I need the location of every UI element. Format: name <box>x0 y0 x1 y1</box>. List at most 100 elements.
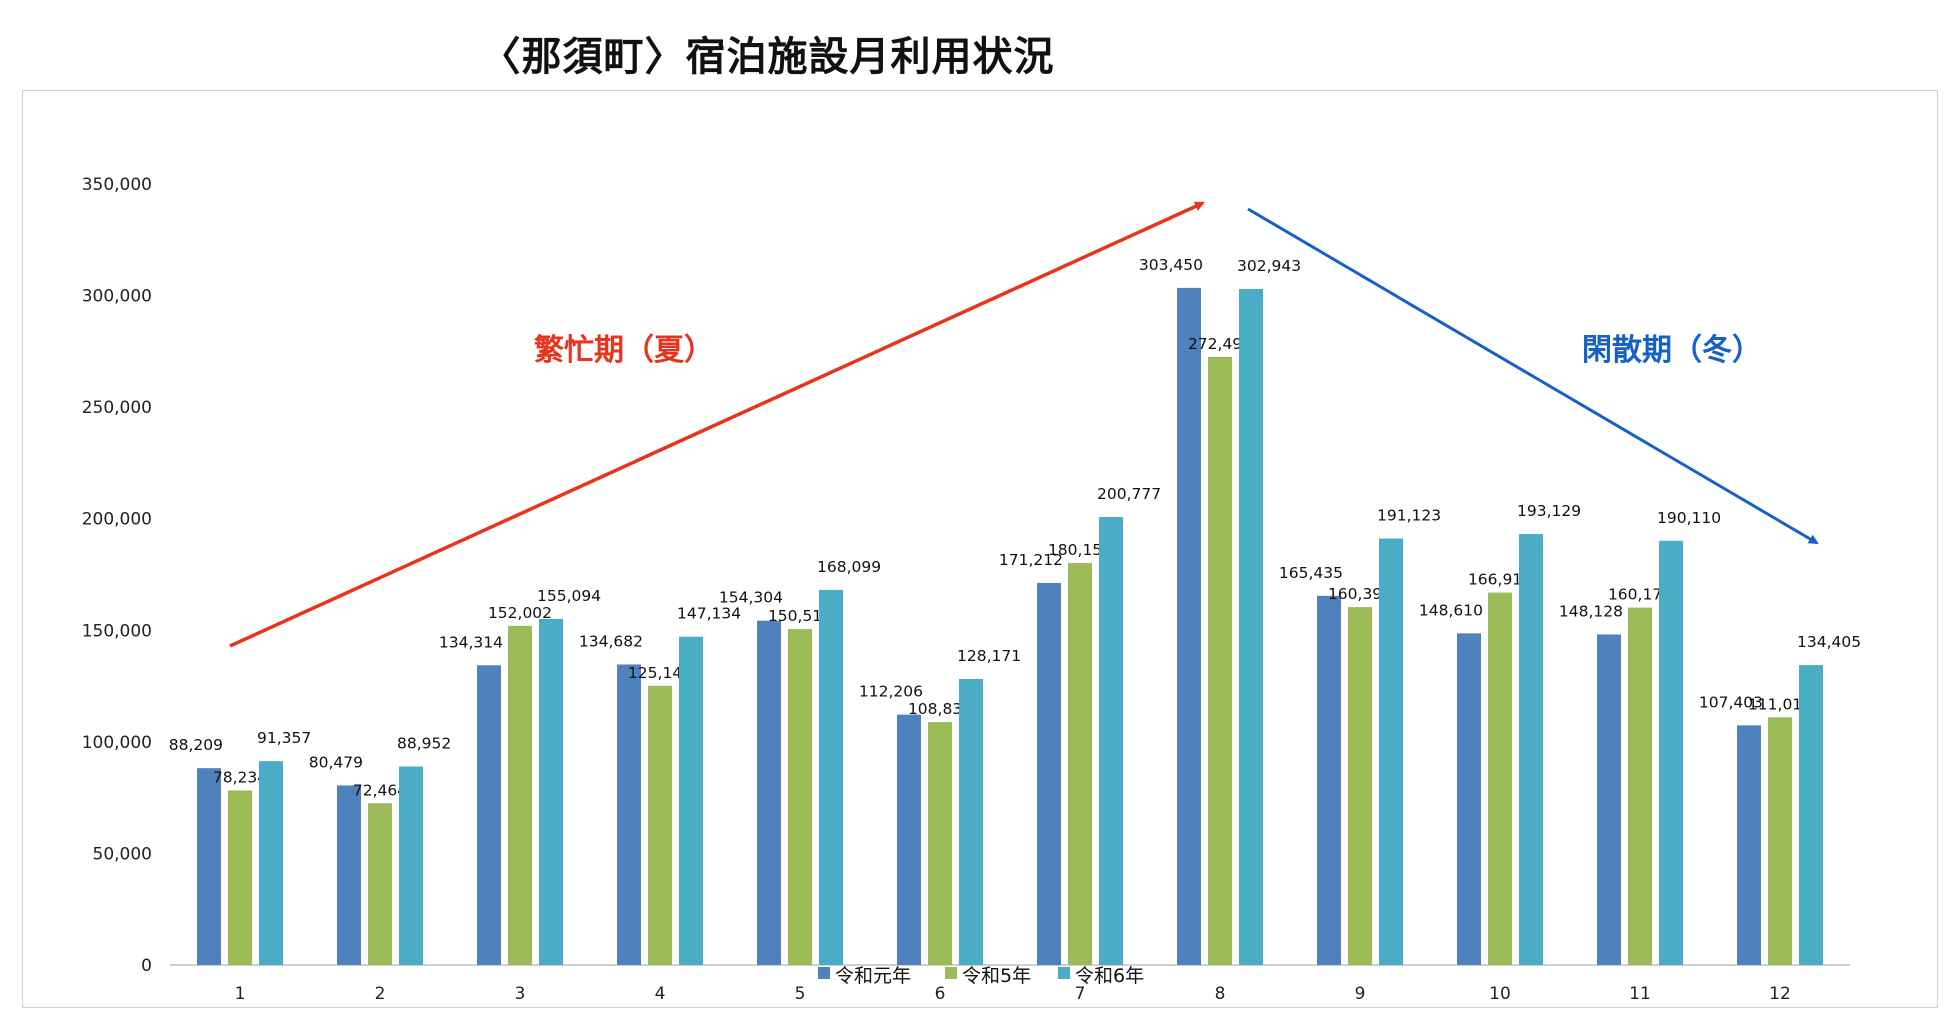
data-label: 154,304 <box>719 589 783 607</box>
x-tick-label: 1 <box>235 984 246 1004</box>
bar <box>477 665 501 965</box>
bar <box>788 629 812 965</box>
data-label: 91,357 <box>257 729 311 747</box>
chart-frame <box>22 90 1938 1008</box>
bar <box>1379 538 1403 965</box>
bar <box>1239 289 1263 965</box>
bar <box>1457 633 1481 965</box>
bar <box>399 766 423 965</box>
bar <box>648 685 672 965</box>
bar <box>897 714 921 965</box>
data-label: 190,110 <box>1657 509 1721 527</box>
page-title: 〈那須町〉宿泊施設月利用状況 <box>480 34 1055 80</box>
data-label: 72,464 <box>353 781 407 799</box>
bar <box>508 625 532 965</box>
bar <box>757 620 781 965</box>
x-tick-label: 9 <box>1355 984 1366 1004</box>
bar <box>337 785 361 965</box>
bar <box>928 722 952 965</box>
y-tick-label: 0 <box>141 956 152 976</box>
legend-label: 令和元年 <box>835 965 911 987</box>
bar <box>679 636 703 965</box>
data-label: 134,682 <box>579 632 643 650</box>
data-label: 272,496 <box>1188 335 1252 353</box>
y-tick-label: 250,000 <box>82 398 152 418</box>
bar <box>1488 592 1512 965</box>
data-label: 88,952 <box>397 735 451 753</box>
y-tick-label: 50,000 <box>93 844 152 864</box>
x-tick-label: 12 <box>1769 984 1791 1004</box>
legend-label: 令和5年 <box>962 965 1031 987</box>
data-label: 152,002 <box>488 604 552 622</box>
data-label: 150,512 <box>768 607 832 625</box>
bar <box>1597 634 1621 965</box>
data-label: 180,155 <box>1048 541 1112 559</box>
data-label: 166,910 <box>1468 571 1532 589</box>
bar <box>959 678 983 965</box>
x-tick-label: 5 <box>795 984 806 1004</box>
legend-label: 令和6年 <box>1075 965 1144 987</box>
bar <box>819 589 843 965</box>
data-label: 200,777 <box>1097 485 1161 503</box>
data-label: 165,435 <box>1279 564 1343 582</box>
data-label: 88,209 <box>169 736 223 754</box>
y-tick-label: 300,000 <box>82 287 152 307</box>
data-label: 147,134 <box>677 605 741 623</box>
bar <box>1659 540 1683 965</box>
data-label: 108,835 <box>908 700 972 718</box>
data-label: 191,123 <box>1377 507 1441 525</box>
bar <box>197 768 221 965</box>
busy-season-label: 繁忙期（夏） <box>534 333 714 368</box>
x-tick-label: 6 <box>935 984 946 1004</box>
x-tick-label: 10 <box>1489 984 1511 1004</box>
data-label: 80,479 <box>309 753 363 771</box>
y-tick-label: 150,000 <box>82 621 152 641</box>
bar <box>1208 356 1232 965</box>
bar <box>259 761 283 965</box>
bar <box>1628 607 1652 965</box>
data-label: 112,206 <box>859 683 923 701</box>
data-label: 148,128 <box>1559 602 1623 620</box>
legend-swatch <box>818 967 830 979</box>
data-label: 160,390 <box>1328 585 1392 603</box>
bar <box>617 664 641 965</box>
bar <box>1068 562 1092 965</box>
off-season-arrow <box>1247 207 1819 545</box>
data-label: 193,129 <box>1517 502 1581 520</box>
bar <box>539 618 563 965</box>
x-tick-label: 11 <box>1629 984 1651 1004</box>
x-tick-label: 3 <box>515 984 526 1004</box>
y-tick-label: 350,000 <box>82 175 152 195</box>
data-label: 303,450 <box>1139 256 1203 274</box>
bar <box>1317 595 1341 965</box>
bar <box>1348 607 1372 965</box>
bar <box>228 790 252 965</box>
bar <box>1737 725 1761 965</box>
data-label: 78,234 <box>213 768 267 786</box>
legend-swatch <box>1058 967 1070 979</box>
data-label: 160,170 <box>1608 586 1672 604</box>
data-label: 171,212 <box>999 551 1063 569</box>
data-label: 134,405 <box>1797 633 1861 651</box>
bar <box>1519 534 1543 965</box>
bar <box>1177 287 1201 965</box>
bar <box>1099 516 1123 965</box>
y-tick-label: 100,000 <box>82 733 152 753</box>
x-tick-label: 7 <box>1075 984 1086 1004</box>
data-label: 155,094 <box>537 587 601 605</box>
legend-swatch <box>945 967 957 979</box>
bar <box>1768 717 1792 965</box>
x-tick-label: 8 <box>1215 984 1226 1004</box>
data-label: 168,099 <box>817 558 881 576</box>
data-label: 125,142 <box>628 664 692 682</box>
busy-season-arrow <box>229 201 1205 648</box>
data-label: 128,171 <box>957 647 1021 665</box>
data-label: 107,403 <box>1699 693 1763 711</box>
data-label: 302,943 <box>1237 257 1301 275</box>
x-tick-label: 2 <box>375 984 386 1004</box>
bar <box>1037 582 1061 965</box>
y-tick-label: 200,000 <box>82 510 152 530</box>
off-season-label: 閑散期（冬） <box>1582 333 1762 368</box>
x-tick-label: 4 <box>655 984 666 1004</box>
